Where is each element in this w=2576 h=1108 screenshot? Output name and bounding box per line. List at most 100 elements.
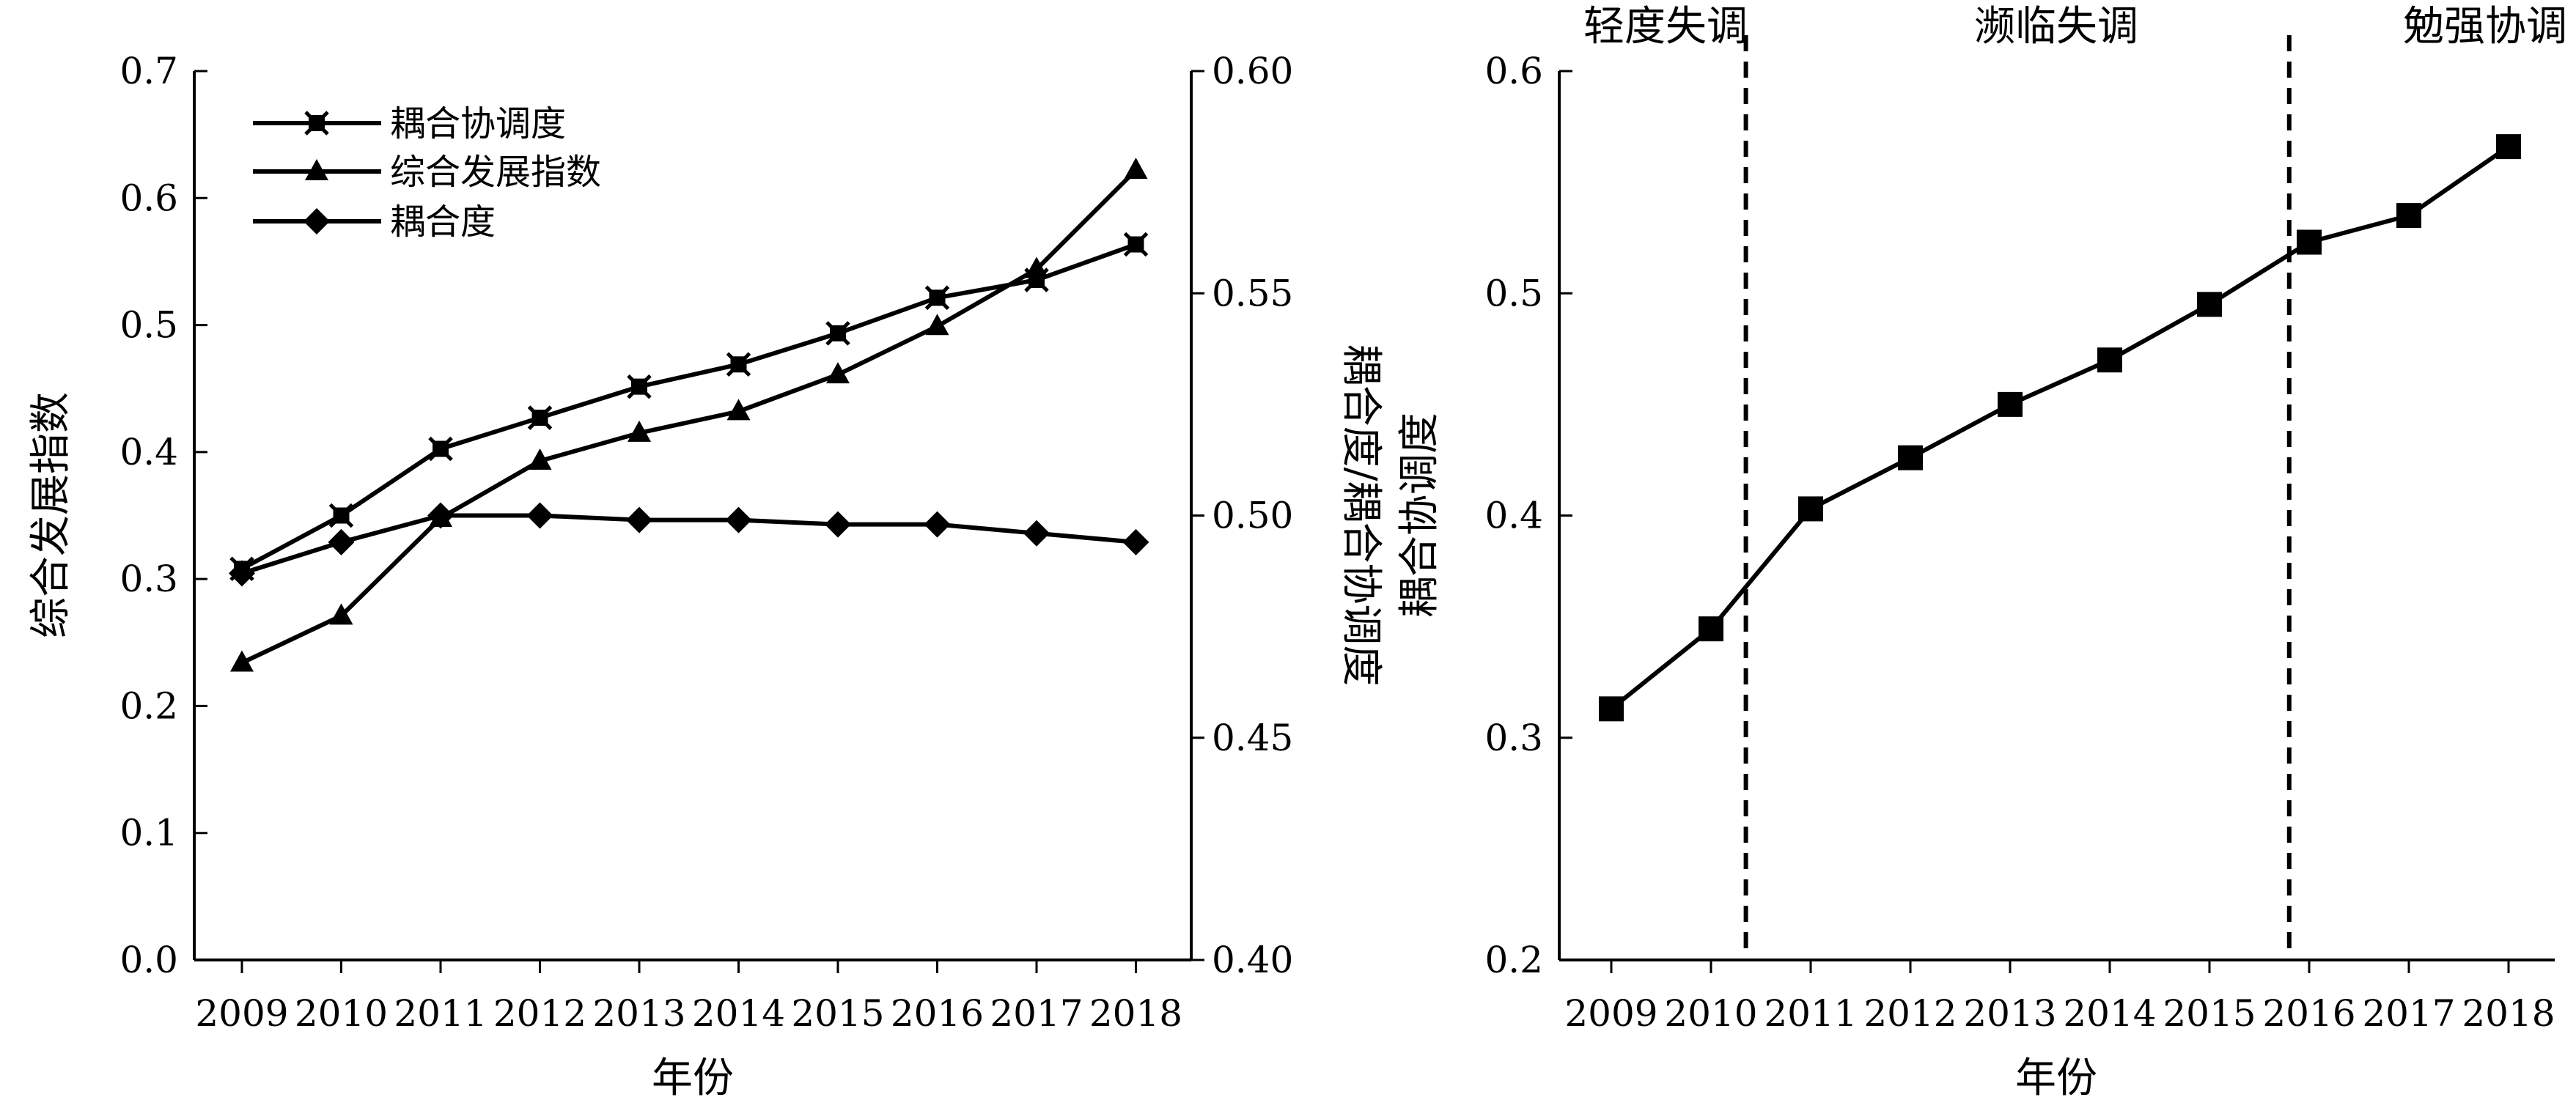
series-0-point <box>726 352 751 377</box>
series-0-point-cross <box>428 436 453 462</box>
x-tick-label: 2018 <box>2462 992 2555 1035</box>
x-tick-label: 2009 <box>195 992 288 1035</box>
series-0-point <box>924 285 950 311</box>
legend-marker-0 <box>304 111 329 136</box>
right-y-tick-label: 0.50 <box>1212 495 1293 537</box>
series-1-point <box>628 420 651 442</box>
series-0-point-cross <box>825 321 850 346</box>
series-0-point <box>825 321 850 346</box>
legend-marker-0-cross <box>304 111 329 136</box>
series-line-0 <box>240 242 1137 571</box>
legend-marker-2 <box>303 208 330 234</box>
x-tick-label: 2014 <box>692 992 785 1035</box>
y-tick-label: 0.4 <box>1484 495 1543 537</box>
right-y-tick-label: 0.60 <box>1212 50 1293 92</box>
series-2-point <box>924 511 951 538</box>
x-tick-label: 2017 <box>990 992 1083 1035</box>
legend-marker-1 <box>305 159 328 180</box>
left-y-tick-label: 0.5 <box>119 304 178 347</box>
legend-label-2: 耦合度 <box>390 202 496 243</box>
series-0-point <box>627 374 652 399</box>
series-0-point-cross <box>924 285 950 311</box>
series-0-point-cross <box>328 503 354 528</box>
legend-label-1: 综合发展指数 <box>390 152 601 193</box>
left-y-tick-label: 0.4 <box>119 431 178 473</box>
series-1-point <box>726 399 751 421</box>
x-axis-title: 年份 <box>2015 1055 2097 1102</box>
series-point <box>2496 134 2521 160</box>
x-tick-label: 2011 <box>394 992 487 1035</box>
series-point <box>1699 616 1723 642</box>
series-point <box>1998 391 2023 417</box>
x-tick-label: 2017 <box>2362 992 2455 1035</box>
left-y-tick-label: 0.2 <box>119 684 178 727</box>
series-0-point <box>328 503 354 528</box>
series-1-point <box>329 603 353 625</box>
x-tick-label: 2014 <box>2063 992 2156 1035</box>
series-point <box>2297 229 2322 255</box>
x-tick-label: 2016 <box>2262 992 2355 1035</box>
right-y-tick-label: 0.45 <box>1212 717 1293 759</box>
x-tick-label: 2015 <box>791 992 884 1035</box>
series-1-point <box>925 314 949 336</box>
left-y-tick-label: 0.0 <box>119 939 178 981</box>
series-0-point-cross <box>527 405 553 430</box>
series-point <box>1599 696 1624 722</box>
left-y-tick-label: 0.6 <box>119 177 178 219</box>
series-2-point <box>427 502 454 529</box>
right-y-tick-label: 0.40 <box>1212 939 1293 981</box>
chart-left: 0.0 0.1 0.2 0.3 0.4 0.5 0.6 0.7 0.40 0.45 0.50 0.55… <box>27 50 1385 1102</box>
y-tick-label: 0.3 <box>1484 717 1543 759</box>
series-point <box>2097 347 2122 373</box>
series-0-point <box>527 405 553 430</box>
zone-label-1: 濒临失调 <box>1974 3 2138 51</box>
x-tick-label: 2013 <box>592 992 685 1035</box>
series-2-point <box>526 502 553 529</box>
series-1-point <box>230 650 254 672</box>
series-0-point-cross <box>1123 232 1149 257</box>
x-tick-label: 2010 <box>295 992 388 1035</box>
x-tick-label: 2015 <box>2163 992 2256 1035</box>
series-1-point <box>1025 256 1048 278</box>
series-point <box>2396 203 2421 229</box>
series-0-point <box>428 436 453 462</box>
y-tick-label: 0.6 <box>1484 50 1543 92</box>
series-point <box>2197 292 2222 317</box>
series-line <box>1610 144 2510 711</box>
x-tick-label: 2018 <box>1089 992 1182 1035</box>
left-y-tick-label: 0.3 <box>119 558 178 600</box>
x-tick-label: 2016 <box>891 992 984 1035</box>
right-y-axis-title: 耦合度/耦合协调度 <box>1337 344 1385 687</box>
series-2-point <box>229 560 255 587</box>
right-y-tick-label: 0.55 <box>1212 272 1293 314</box>
series-2-point <box>825 511 851 538</box>
series-0-point-cross <box>726 352 751 377</box>
x-tick-label: 2010 <box>1664 992 1757 1035</box>
x-tick-label: 2013 <box>1963 992 2056 1035</box>
left-y-tick-label: 0.1 <box>119 812 178 854</box>
series-1-point <box>826 362 850 384</box>
series-2-point <box>1023 520 1050 547</box>
left-y-axis-title: 综合发展指数 <box>27 392 75 638</box>
zone-label-2: 勉强协调 <box>2403 3 2567 51</box>
series-point <box>1898 445 1923 470</box>
y-tick-label: 0.5 <box>1484 272 1543 314</box>
series-2-point <box>725 506 752 533</box>
x-tick-label: 2012 <box>1863 992 1957 1035</box>
series-2-point <box>1122 528 1149 555</box>
series-1-point <box>528 448 552 470</box>
series-0-point-cross <box>627 374 652 399</box>
series-0-point <box>1123 232 1149 257</box>
left-y-tick-label: 0.7 <box>119 50 178 92</box>
y-axis-title: 耦合协调度 <box>1396 413 1443 618</box>
series-2-point <box>626 506 652 533</box>
series-1-point <box>1124 158 1148 180</box>
y-tick-label: 0.2 <box>1484 939 1543 981</box>
legend-label-0: 耦合协调度 <box>390 103 566 144</box>
x-tick-label: 2011 <box>1764 992 1857 1035</box>
x-tick-label: 2012 <box>493 992 586 1035</box>
x-axis-title: 年份 <box>652 1055 734 1102</box>
zone-label-0: 轻度失调 <box>1583 3 1748 51</box>
